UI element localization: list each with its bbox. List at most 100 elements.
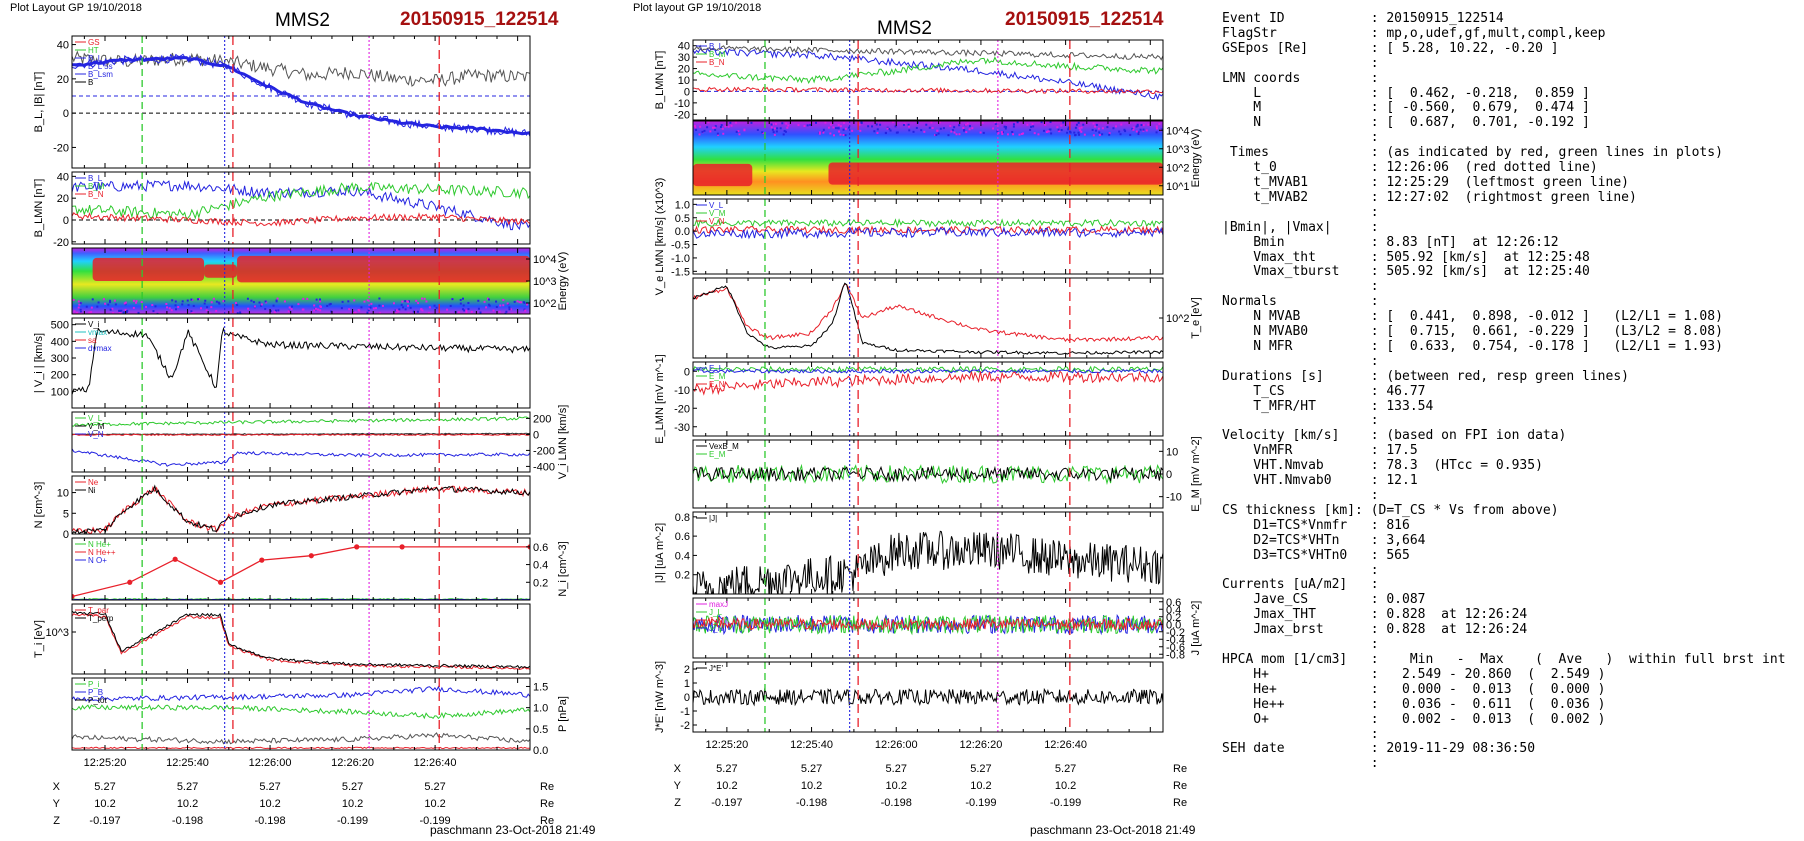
spectrogram-speckle [1119, 133, 1122, 136]
y-tick-label: -2 [680, 720, 690, 732]
position-value: 5.27 [801, 763, 822, 775]
spectrogram-speckle [1112, 127, 1115, 130]
spectrogram-speckle [772, 131, 775, 134]
legend-label: B_L [88, 174, 103, 183]
position-value: 10.2 [177, 798, 198, 810]
spectrogram-speckle [111, 307, 114, 310]
spectrogram-speckle [709, 130, 712, 133]
position-value: 5.27 [716, 763, 737, 775]
spectrogram-speckle [79, 302, 82, 305]
position-value: -0.198 [172, 815, 203, 827]
spectrogram-speckle [1139, 128, 1142, 131]
y-tick-label: 0 [684, 366, 690, 378]
info-line: Jmax_brst : 0.828 at 12:26:24 [1222, 622, 1528, 638]
y-axis-title: V_e LMN [km/s] (x10^3) [654, 178, 666, 296]
spectrogram-speckle [75, 311, 78, 314]
spectrogram-speckle [118, 311, 121, 314]
spectrogram-speckle [314, 307, 317, 310]
y-axis-title: V_i LMN [km/s] [557, 405, 569, 480]
spectrogram-speckle [156, 312, 159, 314]
spectrogram-speckle [1135, 125, 1138, 128]
info-line: O+ : 0.002 - 0.013 ( 0.002 ) [1222, 711, 1606, 727]
y-tick-label: 0.4 [675, 550, 690, 562]
spectrogram-speckle [461, 308, 464, 311]
y-tick-label: 5 [63, 508, 69, 520]
spectrogram-speckle [907, 123, 910, 126]
info-line: M : [ -0.560, 0.679, 0.474 ] [1222, 100, 1590, 116]
spectrogram-speckle [236, 312, 239, 314]
spectrogram-speckle [1095, 123, 1098, 126]
legend-label: |J| [709, 514, 717, 523]
series-B-L [693, 47, 1163, 101]
spectrogram-speckle [1078, 133, 1081, 136]
position-value: 5.27 [970, 763, 991, 775]
y-tick-label: -0.4 [1166, 634, 1185, 646]
spectrogram-speckle [524, 309, 527, 312]
position-value: 5.27 [886, 763, 907, 775]
y-tick-label: -20 [53, 237, 69, 249]
series-V-L [72, 416, 530, 427]
info-line: Vmax_tburst : 505.92 [km/s] at 12:25:40 [1222, 264, 1590, 280]
spectrogram-speckle [366, 299, 369, 302]
spectrogram-speckle [459, 302, 462, 305]
spectrogram-speckle [1075, 123, 1078, 126]
time-tick-label: 12:26:20 [960, 739, 1003, 751]
spectrogram-speckle [1049, 121, 1052, 124]
y-axis-title: J*E' [nW m^-3] [654, 661, 666, 733]
info-line: : [1222, 637, 1379, 653]
spectrogram-speckle [132, 306, 135, 309]
panel-middle-espec: 10^4 10^3 10^2 10^1 Energy (eV) [692, 120, 1202, 196]
legend-label: V_N [88, 430, 104, 439]
spectrogram-speckle [994, 122, 997, 125]
info-line: : [1222, 204, 1379, 220]
spectrogram-speckle [1044, 123, 1047, 126]
spectrogram-speckle [953, 131, 956, 134]
spectrogram-speckle [1131, 127, 1134, 130]
spectrogram-speckle [287, 310, 290, 313]
y-axis-title: E_M [mV m^-2] [1190, 436, 1202, 511]
spectrogram-speckle [935, 133, 938, 136]
y-axis-title: Energy (eV) [557, 252, 569, 311]
spectrogram-speckle [353, 299, 356, 302]
spectrogram-speckle [876, 131, 879, 134]
panel-content [693, 121, 1163, 195]
panel-content [72, 544, 530, 600]
spectrogram-speckle [428, 306, 431, 309]
spectrogram-speckle [508, 306, 511, 309]
spectrogram-speckle [1066, 131, 1069, 134]
position-value: -0.199 [337, 815, 368, 827]
legend-label: E_L [709, 364, 724, 373]
series-B-L [72, 53, 530, 138]
spectrogram-speckle [483, 300, 486, 303]
spectrogram-speckle [477, 299, 480, 302]
info-line: : [1222, 726, 1379, 742]
info-line: VHT.Nmvab0 : 12.1 [1222, 473, 1418, 489]
spectrogram-speckle [1003, 125, 1006, 128]
spectrogram-speckle [1011, 130, 1014, 133]
y-axis-title: B_LMN [nT] [654, 51, 666, 110]
spectrogram-hot-band [92, 257, 205, 281]
spectrogram-speckle [966, 122, 969, 125]
y-tick-label: 1 [684, 678, 690, 690]
spectrogram-speckle [1012, 125, 1015, 128]
panel-frame [71, 677, 531, 751]
time-tick-label: 12:25:40 [166, 757, 209, 769]
spectrogram-speckle [217, 301, 220, 304]
y-tick-label: 0 [63, 108, 69, 120]
info-line: |Bmin|, |Vmax| : [1222, 219, 1379, 235]
panel-frame [692, 511, 1164, 595]
spectrogram-speckle [953, 126, 956, 129]
spectrogram-speckle [719, 125, 722, 128]
y-tick-label: 0 [63, 529, 69, 541]
y-axis-title: B_L, |B| [nT] [33, 72, 45, 133]
spectrogram-speckle [1135, 130, 1138, 133]
spectrogram-speckle [1129, 133, 1132, 136]
spectrogram-speckle [488, 304, 491, 307]
spectrogram-speckle [949, 124, 952, 127]
spectrogram-speckle [132, 299, 135, 302]
panel-frame [71, 317, 531, 409]
y-tick-label: 400 [51, 336, 69, 348]
spectrogram-speckle [181, 300, 184, 303]
